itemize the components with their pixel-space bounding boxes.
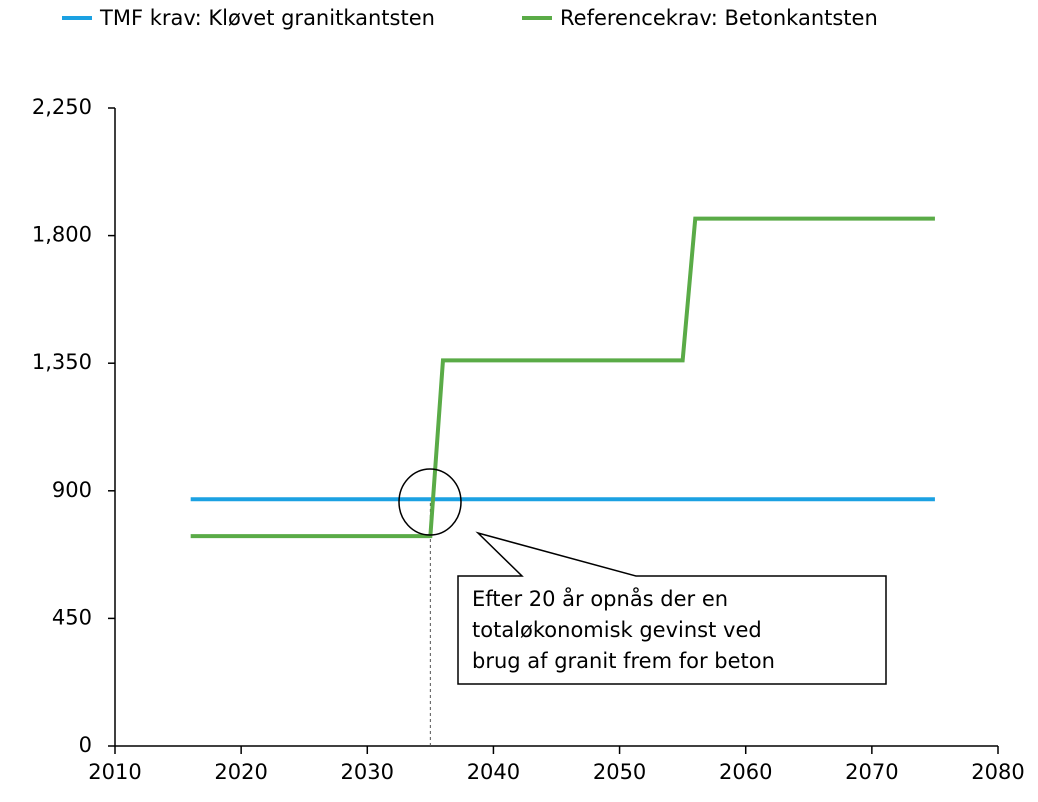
x-tick-label: 2040 bbox=[467, 760, 520, 784]
highlight-circle bbox=[398, 468, 462, 536]
annotation-text: brug af granit frem for beton bbox=[472, 649, 775, 673]
y-tick-label: 0 bbox=[79, 733, 92, 757]
x-tick-label: 2050 bbox=[593, 760, 646, 784]
y-tick-label: 900 bbox=[52, 478, 92, 502]
y-tick-label: 1,800 bbox=[32, 223, 92, 247]
x-tick-label: 2030 bbox=[341, 760, 394, 784]
y-tick-label: 1,350 bbox=[32, 350, 92, 374]
y-tick-label: 2,250 bbox=[32, 95, 92, 119]
callout-box bbox=[457, 531, 887, 685]
legend-label: Referencekrav: Betonkantsten bbox=[560, 6, 878, 30]
annotation-text: Efter 20 år opnås der en bbox=[472, 586, 728, 611]
x-tick-label: 2020 bbox=[214, 760, 267, 784]
series-line bbox=[190, 216, 935, 539]
x-tick-label: 2070 bbox=[845, 760, 898, 784]
y-tick-label: 450 bbox=[52, 605, 92, 629]
annotation-text: totaløkonomisk gevinst ved bbox=[472, 618, 762, 642]
x-tick-label: 2080 bbox=[971, 760, 1024, 784]
legend-label: TMF krav: Kløvet granitkantsten bbox=[99, 6, 435, 30]
x-tick-label: 2060 bbox=[719, 760, 772, 784]
x-tick-label: 2010 bbox=[88, 760, 141, 784]
